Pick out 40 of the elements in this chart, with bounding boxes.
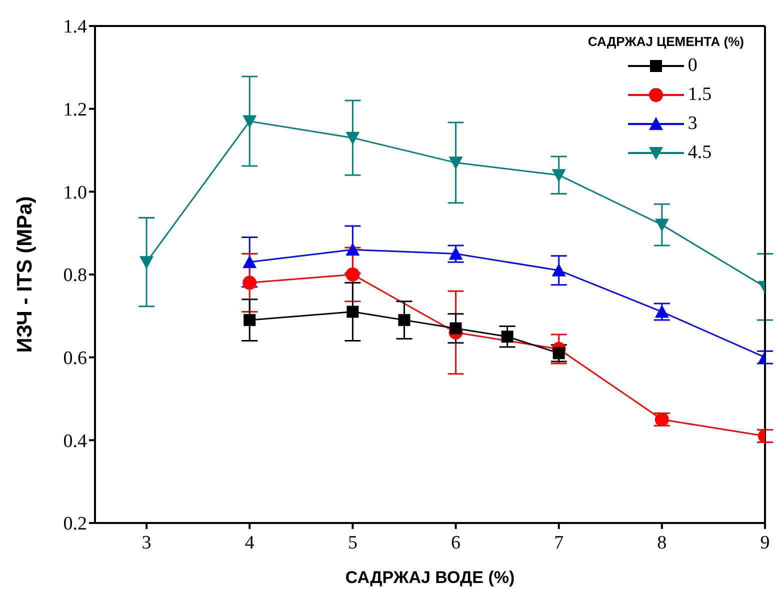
x-tick-label: 5 xyxy=(348,532,358,554)
point xyxy=(654,304,669,318)
x-tick-label: 6 xyxy=(451,532,461,554)
y-tick-label: 0.6 xyxy=(63,348,87,370)
x-tick-label: 8 xyxy=(657,532,667,554)
legend-label: 4.5 xyxy=(688,142,712,164)
point xyxy=(448,246,463,260)
y-tick-label: 0.2 xyxy=(63,514,87,535)
y-axis-title: ИЗЧ - ITS (MPa) xyxy=(13,196,36,353)
point xyxy=(654,218,669,232)
x-tick-label: 3 xyxy=(142,532,152,554)
point xyxy=(242,115,257,128)
legend-label: 1.5 xyxy=(688,84,712,106)
x-tick-label: 9 xyxy=(760,532,770,554)
point xyxy=(448,156,463,170)
point xyxy=(552,263,566,276)
legend-label: 3 xyxy=(688,112,698,134)
y-tick-label: 0.8 xyxy=(63,265,87,286)
legend-title: САДРЖАЈ ЦЕМЕНТА (%) xyxy=(588,34,744,49)
point xyxy=(450,322,462,334)
point xyxy=(398,314,410,326)
point xyxy=(346,132,360,145)
point xyxy=(140,256,154,270)
legend-label: 0 xyxy=(688,54,698,76)
x-tick-label: 4 xyxy=(244,532,255,554)
point xyxy=(501,330,514,343)
point xyxy=(346,242,360,256)
y-tick-label: 1.2 xyxy=(63,100,87,121)
point xyxy=(552,347,565,360)
y-tick-label: 1.4 xyxy=(63,16,88,38)
point xyxy=(346,268,360,282)
point xyxy=(244,314,256,326)
point xyxy=(346,306,359,318)
y-tick-label: 1.0 xyxy=(63,182,87,204)
x-tick-label: 7 xyxy=(554,532,564,554)
point xyxy=(242,255,257,268)
point xyxy=(552,169,566,182)
y-tick-label: 0.4 xyxy=(63,430,88,452)
point xyxy=(242,276,257,290)
x-axis-title: САДРЖАЈ ВОДЕ (%) xyxy=(345,568,515,587)
